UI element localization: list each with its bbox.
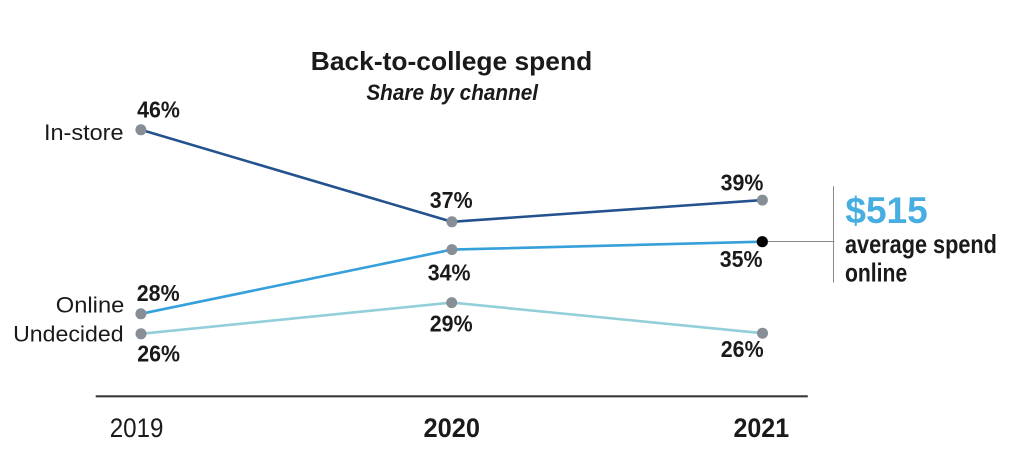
svg-text:Online: Online <box>56 292 125 317</box>
svg-text:2021: 2021 <box>734 413 790 443</box>
svg-text:2020: 2020 <box>424 413 481 443</box>
svg-text:37%: 37% <box>430 187 473 213</box>
svg-text:average spend: average spend <box>845 229 997 259</box>
svg-text:29%: 29% <box>430 310 473 336</box>
svg-text:46%: 46% <box>137 97 180 123</box>
svg-text:online: online <box>845 258 907 288</box>
svg-text:35%: 35% <box>720 246 763 272</box>
svg-text:26%: 26% <box>721 336 764 362</box>
svg-text:Back-to-college spend: Back-to-college spend <box>311 46 592 76</box>
svg-text:In-store: In-store <box>44 120 124 145</box>
svg-text:Undecided: Undecided <box>13 322 124 347</box>
svg-text:39%: 39% <box>721 169 764 195</box>
svg-text:$515: $515 <box>845 190 927 231</box>
svg-text:2019: 2019 <box>110 413 164 443</box>
svg-text:26%: 26% <box>137 341 180 367</box>
svg-text:Share by channel: Share by channel <box>366 80 539 105</box>
svg-text:28%: 28% <box>137 280 180 306</box>
svg-text:34%: 34% <box>428 259 471 285</box>
